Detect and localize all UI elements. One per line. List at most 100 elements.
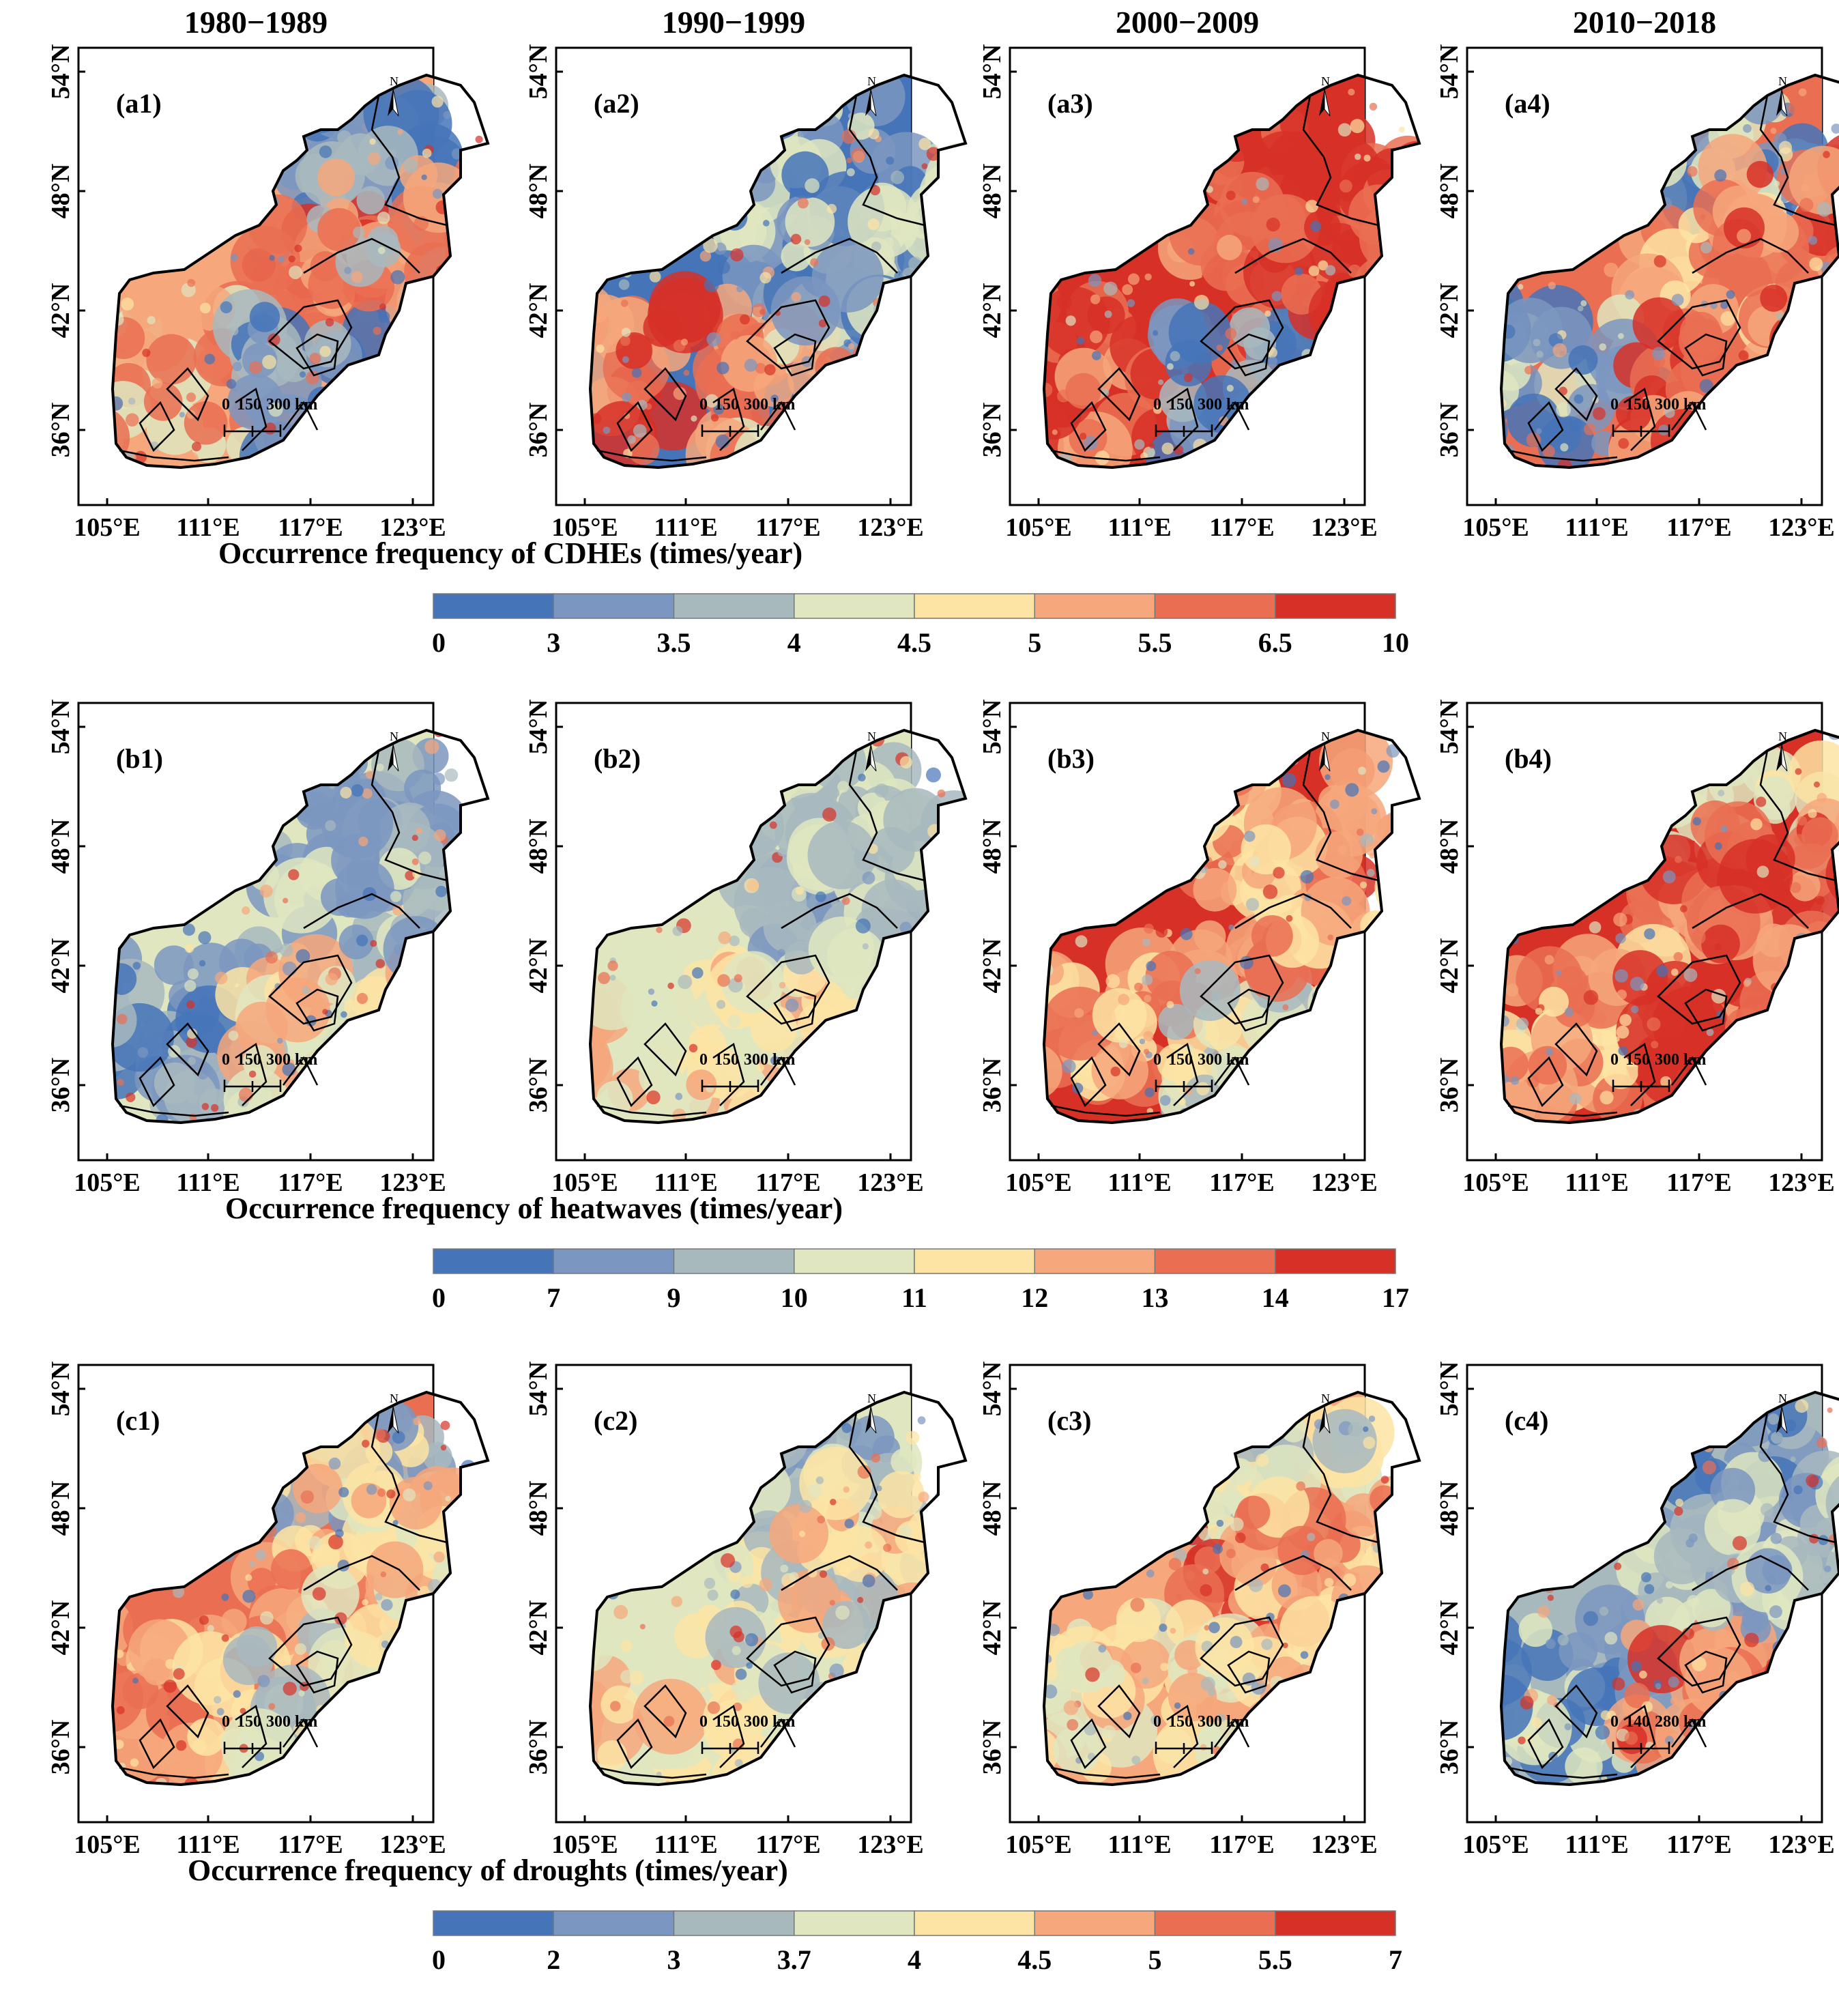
basin-boundary <box>283 401 319 431</box>
legend-swatch <box>914 1910 1035 1936</box>
basin-boundary <box>268 299 353 370</box>
north-arrow-icon: N <box>1776 730 1788 772</box>
map-panel-c3: (c3) N 0 150 300 km 54°N 48°N 42°N 36°N 105°E 111°… <box>978 1362 1421 1859</box>
panel-tag: (a2) <box>594 88 639 119</box>
basin-boundary <box>616 1718 653 1770</box>
basin-boundary <box>1684 988 1728 1032</box>
lon-tick-1: 111°E <box>1565 513 1628 542</box>
scale-bar: 0 150 300 km <box>222 396 317 437</box>
north-label: N <box>1321 1392 1330 1405</box>
basin-boundary <box>1050 449 1161 462</box>
lon-tick-2: 117°E <box>1209 1830 1274 1859</box>
north-arrow-icon: N <box>388 74 399 117</box>
scale-bar: 0 150 300 km <box>699 1051 795 1092</box>
basin-boundary <box>295 333 339 377</box>
lat-tick-1: 48°N <box>46 164 75 219</box>
north-label: N <box>390 74 399 88</box>
scale-label-2: 300 km <box>744 1713 795 1731</box>
lat-tick-1: 48°N <box>46 819 75 874</box>
map-panel-a2: (a2) N 0 150 300 km 54°N 48°N 42°N 36°N 105°E 111°… <box>524 44 968 542</box>
legend-swatch <box>673 593 795 619</box>
basin-boundary <box>1302 750 1379 882</box>
legend-cdhe: Occurrence frequency of CDHEs (times/yea… <box>218 536 1409 658</box>
basin-boundary <box>1527 1056 1564 1108</box>
lat-tick-0: 54°N <box>46 1362 75 1417</box>
lon-tick-3: 123°E <box>857 1830 924 1859</box>
lon-tick-3: 123°E <box>379 1168 446 1197</box>
column-title-3: 2010−2018 <box>1573 5 1716 40</box>
basin-boundary <box>616 1056 653 1108</box>
scale-bar: 0 150 300 km <box>1610 1051 1706 1092</box>
legend-swatch <box>1275 593 1396 619</box>
panel-tag: (c1) <box>116 1405 160 1436</box>
basin-boundary <box>616 401 653 452</box>
basin-boundary <box>1554 367 1598 422</box>
basin-boundary <box>1166 1704 1199 1768</box>
lon-tick-1: 111°E <box>176 1830 240 1859</box>
basin-boundary <box>746 954 830 1025</box>
scale-label-0: 0 <box>222 396 230 414</box>
north-arrow-icon: N <box>388 1392 399 1434</box>
basin-boundary <box>371 95 448 227</box>
basin-boundary <box>166 367 209 422</box>
legend-swatch <box>553 1248 675 1274</box>
scale-label-2: 300 km <box>1655 1051 1706 1069</box>
basin-boundary <box>1684 333 1728 377</box>
legend-swatch <box>553 1910 675 1936</box>
lon-tick-3: 123°E <box>379 1830 446 1859</box>
lat-tick-3: 36°N <box>1435 1720 1464 1775</box>
legend-tick: 3 <box>667 1944 681 1975</box>
scale-label-1: 150 <box>1168 1713 1193 1731</box>
legend-swatch <box>673 1248 795 1274</box>
lon-tick-0: 105°E <box>74 513 141 542</box>
lon-tick-0: 105°E <box>1462 513 1529 542</box>
lon-tick-0: 105°E <box>74 1830 141 1859</box>
basin-boundary <box>773 988 817 1032</box>
scale-label-0: 0 <box>1153 1051 1161 1069</box>
map-panel-a3: (a3) N 0 150 300 km 54°N 48°N 42°N 36°N 105°E 111°… <box>978 44 1421 542</box>
basin-boundary <box>1759 1412 1836 1544</box>
map-panel-c1: (c1) N 0 150 300 km 54°N 48°N 42°N 36°N 105°E 111°… <box>46 1362 490 1859</box>
north-arrow-icon: N <box>865 74 877 117</box>
basin-boundary <box>781 1555 898 1592</box>
map-panel-c4: (c4) N 0 140 280 km 54°N 48°N 42°N 36°N 105°E 111°… <box>1435 1362 1839 1859</box>
basin-boundary <box>371 1412 448 1544</box>
basin-boundary <box>1623 387 1656 451</box>
lon-tick-2: 117°E <box>1666 1168 1731 1197</box>
lon-tick-3: 123°E <box>1311 1168 1378 1197</box>
basin-boundary <box>1200 1616 1284 1687</box>
lat-tick-3: 36°N <box>46 403 75 458</box>
lat-tick-0: 54°N <box>524 44 553 100</box>
basin-boundary <box>1692 1555 1809 1592</box>
lon-tick-2: 117°E <box>278 513 343 542</box>
lat-tick-1: 48°N <box>978 164 1007 219</box>
scale-label-0: 0 <box>1610 396 1619 414</box>
legend-swatch <box>1154 593 1276 619</box>
basin-boundary <box>1759 750 1836 882</box>
scale-label-0: 0 <box>699 396 708 414</box>
scale-label-2: 300 km <box>1198 1051 1249 1069</box>
scale-label-0: 0 <box>222 1051 230 1069</box>
lon-tick-3: 123°E <box>857 513 924 542</box>
lon-tick-3: 123°E <box>1768 513 1835 542</box>
lat-tick-0: 54°N <box>978 44 1007 100</box>
lon-tick-1: 111°E <box>176 513 240 542</box>
basin-boundary <box>781 893 898 930</box>
basin-boundary <box>119 449 229 462</box>
north-label: N <box>1321 74 1330 88</box>
basin-boundary <box>1507 449 1618 462</box>
map-panel-b2: (b2) N 0 150 300 km 54°N 48°N 42°N 36°N 105°E 111°… <box>524 700 968 1197</box>
north-arrow-icon: N <box>865 730 877 772</box>
lat-tick-2: 42°N <box>46 1600 75 1656</box>
basin-boundary <box>283 1056 319 1086</box>
lon-tick-2: 117°E <box>1666 1830 1731 1859</box>
basin-boundary <box>1200 954 1284 1025</box>
legend-swatch <box>1034 1910 1156 1936</box>
lat-tick-0: 54°N <box>524 1362 553 1417</box>
lon-tick-3: 123°E <box>857 1168 924 1197</box>
legend-tick: 2 <box>547 1944 560 1975</box>
legend-swatch <box>1154 1248 1276 1274</box>
basin-boundary <box>139 1718 175 1770</box>
basin-boundary <box>1684 1650 1728 1694</box>
basin-boundary <box>1554 1684 1598 1739</box>
